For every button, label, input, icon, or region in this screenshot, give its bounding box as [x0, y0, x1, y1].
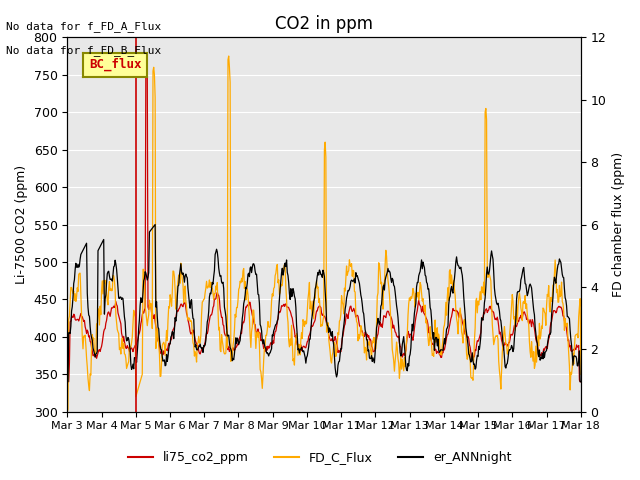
Line: er_ANNnight: er_ANNnight: [67, 225, 581, 382]
er_ANNnight: [151, 222, 159, 228]
li75_co2_ppm: [125, 348, 133, 354]
li75_co2_ppm: [387, 314, 395, 320]
li75_co2_ppm: [577, 379, 585, 384]
Y-axis label: Li-7500 CO2 (ppm): Li-7500 CO2 (ppm): [15, 165, 28, 284]
er_ANNnight: [387, 276, 395, 281]
li75_co2_ppm: [63, 379, 71, 384]
er_ANNnight: [577, 379, 585, 384]
FD_C_Flux: [73, 294, 81, 300]
FD_C_Flux: [63, 409, 71, 415]
FD_C_Flux: [225, 53, 232, 59]
FD_C_Flux: [205, 283, 212, 288]
FD_C_Flux: [125, 343, 133, 349]
Text: BC_flux: BC_flux: [89, 58, 141, 72]
er_ANNnight: [179, 271, 186, 277]
er_ANNnight: [125, 341, 133, 347]
Title: CO2 in ppm: CO2 in ppm: [275, 15, 373, 33]
FD_C_Flux: [402, 346, 410, 352]
li75_co2_ppm: [205, 317, 213, 323]
li75_co2_ppm: [143, 57, 150, 63]
Line: FD_C_Flux: FD_C_Flux: [67, 56, 581, 412]
er_ANNnight: [402, 363, 410, 369]
er_ANNnight: [63, 379, 71, 384]
Legend: li75_co2_ppm, FD_C_Flux, er_ANNnight: li75_co2_ppm, FD_C_Flux, er_ANNnight: [124, 446, 516, 469]
li75_co2_ppm: [73, 317, 81, 323]
FD_C_Flux: [577, 372, 585, 377]
li75_co2_ppm: [179, 303, 186, 309]
Y-axis label: FD chamber flux (ppm): FD chamber flux (ppm): [612, 152, 625, 297]
Text: No data for f_FD_A_Flux: No data for f_FD_A_Flux: [6, 21, 162, 32]
er_ANNnight: [205, 294, 213, 300]
FD_C_Flux: [178, 269, 186, 275]
Text: No data for f_FD_B_Flux: No data for f_FD_B_Flux: [6, 45, 162, 56]
er_ANNnight: [73, 264, 81, 270]
li75_co2_ppm: [402, 348, 410, 353]
Line: li75_co2_ppm: li75_co2_ppm: [67, 60, 581, 382]
FD_C_Flux: [387, 319, 395, 325]
